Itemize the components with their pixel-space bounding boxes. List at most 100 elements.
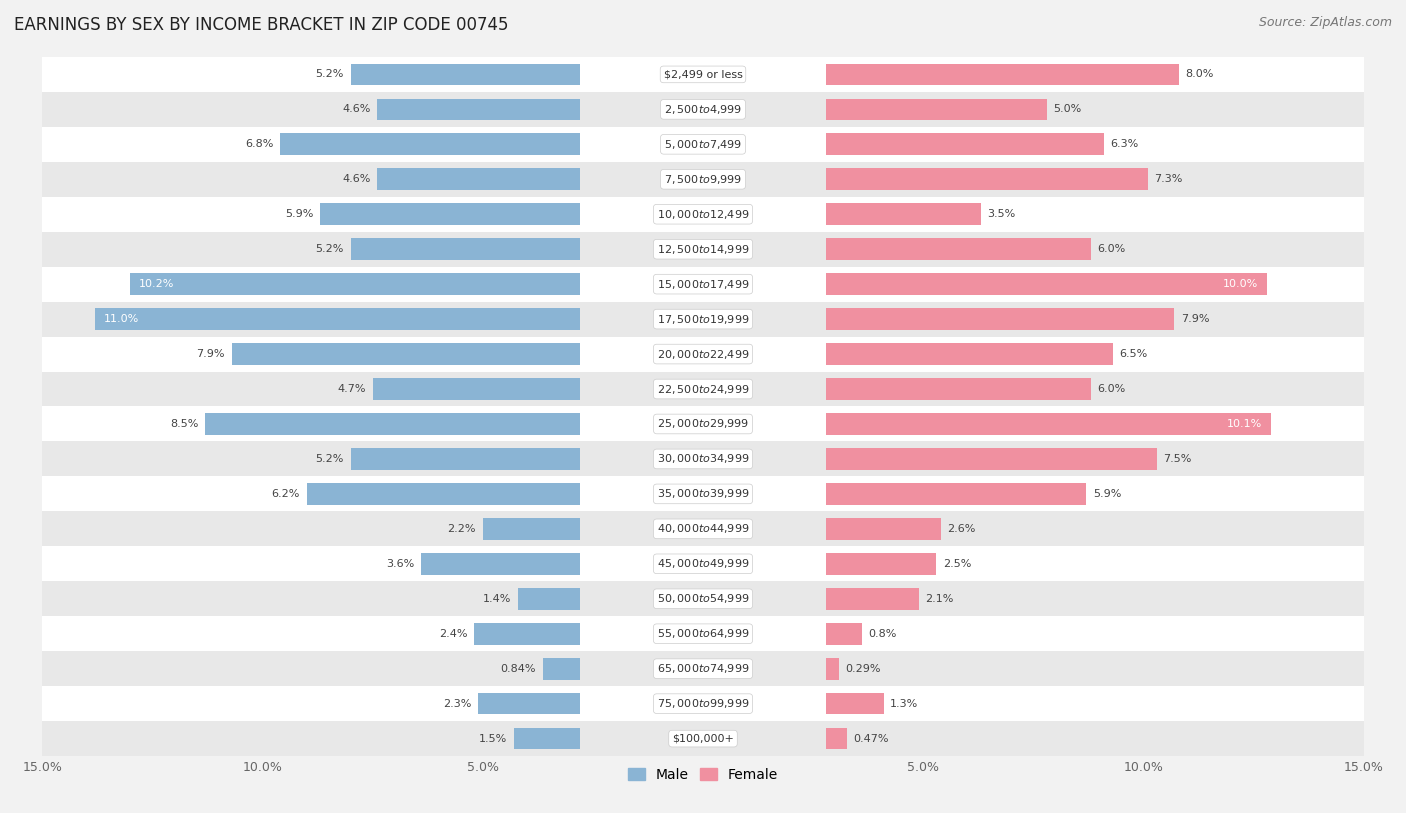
Bar xyxy=(827,133,1104,155)
Bar xyxy=(42,581,1364,616)
Bar xyxy=(42,651,1364,686)
Bar xyxy=(827,413,1271,435)
Text: 5.0%: 5.0% xyxy=(1053,104,1081,115)
Text: 2.6%: 2.6% xyxy=(948,524,976,534)
Bar xyxy=(42,721,1364,756)
Bar xyxy=(420,553,579,575)
Bar xyxy=(307,483,579,505)
Text: 6.3%: 6.3% xyxy=(1111,139,1139,150)
Text: $30,000 to $34,999: $30,000 to $34,999 xyxy=(657,453,749,465)
Bar xyxy=(42,616,1364,651)
Text: 3.6%: 3.6% xyxy=(387,559,415,569)
Text: 2.2%: 2.2% xyxy=(447,524,477,534)
Text: 6.0%: 6.0% xyxy=(1097,244,1126,254)
Text: $65,000 to $74,999: $65,000 to $74,999 xyxy=(657,663,749,675)
Text: 0.8%: 0.8% xyxy=(868,628,897,639)
Text: 6.8%: 6.8% xyxy=(245,139,273,150)
Text: $10,000 to $12,499: $10,000 to $12,499 xyxy=(657,208,749,220)
Text: $20,000 to $22,499: $20,000 to $22,499 xyxy=(657,348,749,360)
Text: 5.2%: 5.2% xyxy=(315,69,344,80)
Bar xyxy=(827,308,1174,330)
Bar xyxy=(377,98,579,120)
Text: 10.0%: 10.0% xyxy=(1223,279,1258,289)
Text: 3.5%: 3.5% xyxy=(987,209,1015,220)
Bar xyxy=(205,413,579,435)
Text: 2.5%: 2.5% xyxy=(943,559,972,569)
Text: $2,499 or less: $2,499 or less xyxy=(664,69,742,80)
Bar xyxy=(377,168,579,190)
Bar xyxy=(131,273,579,295)
Text: 6.0%: 6.0% xyxy=(1097,384,1126,394)
Bar xyxy=(827,378,1091,400)
Legend: Male, Female: Male, Female xyxy=(623,763,783,788)
Text: 4.6%: 4.6% xyxy=(342,104,370,115)
Text: $50,000 to $54,999: $50,000 to $54,999 xyxy=(657,593,749,605)
Bar xyxy=(42,406,1364,441)
Text: 4.7%: 4.7% xyxy=(337,384,366,394)
Bar xyxy=(827,203,980,225)
Bar xyxy=(350,238,579,260)
Text: $5,000 to $7,499: $5,000 to $7,499 xyxy=(664,138,742,150)
Text: $100,000+: $100,000+ xyxy=(672,733,734,744)
Text: $25,000 to $29,999: $25,000 to $29,999 xyxy=(657,418,749,430)
Text: 6.5%: 6.5% xyxy=(1119,349,1147,359)
Bar xyxy=(42,162,1364,197)
Bar xyxy=(513,728,579,750)
Text: 7.3%: 7.3% xyxy=(1154,174,1182,185)
Text: $17,500 to $19,999: $17,500 to $19,999 xyxy=(657,313,749,325)
Bar xyxy=(42,57,1364,92)
Bar xyxy=(42,197,1364,232)
Bar xyxy=(350,448,579,470)
Text: 1.4%: 1.4% xyxy=(484,593,512,604)
Text: 2.1%: 2.1% xyxy=(925,593,953,604)
Bar xyxy=(827,273,1267,295)
Bar xyxy=(827,483,1087,505)
Bar xyxy=(827,238,1091,260)
Bar xyxy=(96,308,579,330)
Bar xyxy=(42,476,1364,511)
Text: 4.6%: 4.6% xyxy=(342,174,370,185)
Text: $45,000 to $49,999: $45,000 to $49,999 xyxy=(657,558,749,570)
Text: $15,000 to $17,499: $15,000 to $17,499 xyxy=(657,278,749,290)
Text: $22,500 to $24,999: $22,500 to $24,999 xyxy=(657,383,749,395)
Text: 2.3%: 2.3% xyxy=(443,698,471,709)
Text: $75,000 to $99,999: $75,000 to $99,999 xyxy=(657,698,749,710)
Bar xyxy=(543,658,579,680)
Text: 0.47%: 0.47% xyxy=(853,733,889,744)
Text: Source: ZipAtlas.com: Source: ZipAtlas.com xyxy=(1258,16,1392,29)
Bar xyxy=(827,63,1178,85)
Text: 8.0%: 8.0% xyxy=(1185,69,1213,80)
Bar xyxy=(482,518,579,540)
Bar xyxy=(42,372,1364,406)
Bar xyxy=(42,686,1364,721)
Bar xyxy=(827,518,941,540)
Bar xyxy=(478,693,579,715)
Bar xyxy=(42,232,1364,267)
Text: 1.3%: 1.3% xyxy=(890,698,918,709)
Text: 0.29%: 0.29% xyxy=(846,663,882,674)
Text: 5.9%: 5.9% xyxy=(1092,489,1121,499)
Text: 7.9%: 7.9% xyxy=(197,349,225,359)
Bar xyxy=(42,337,1364,372)
Bar xyxy=(280,133,579,155)
Bar xyxy=(474,623,579,645)
Bar xyxy=(42,92,1364,127)
Bar xyxy=(517,588,579,610)
Bar xyxy=(827,168,1147,190)
Bar xyxy=(42,511,1364,546)
Text: 5.9%: 5.9% xyxy=(285,209,314,220)
Text: 0.84%: 0.84% xyxy=(501,663,536,674)
Text: 8.5%: 8.5% xyxy=(170,419,198,429)
Text: $40,000 to $44,999: $40,000 to $44,999 xyxy=(657,523,749,535)
Bar xyxy=(232,343,579,365)
Text: 11.0%: 11.0% xyxy=(104,314,139,324)
Bar xyxy=(42,127,1364,162)
Bar xyxy=(827,343,1112,365)
Text: EARNINGS BY SEX BY INCOME BRACKET IN ZIP CODE 00745: EARNINGS BY SEX BY INCOME BRACKET IN ZIP… xyxy=(14,16,509,34)
Bar xyxy=(827,658,839,680)
Text: 6.2%: 6.2% xyxy=(271,489,299,499)
Text: $35,000 to $39,999: $35,000 to $39,999 xyxy=(657,488,749,500)
Text: $2,500 to $4,999: $2,500 to $4,999 xyxy=(664,103,742,115)
Text: 7.9%: 7.9% xyxy=(1181,314,1209,324)
Text: 10.2%: 10.2% xyxy=(139,279,174,289)
